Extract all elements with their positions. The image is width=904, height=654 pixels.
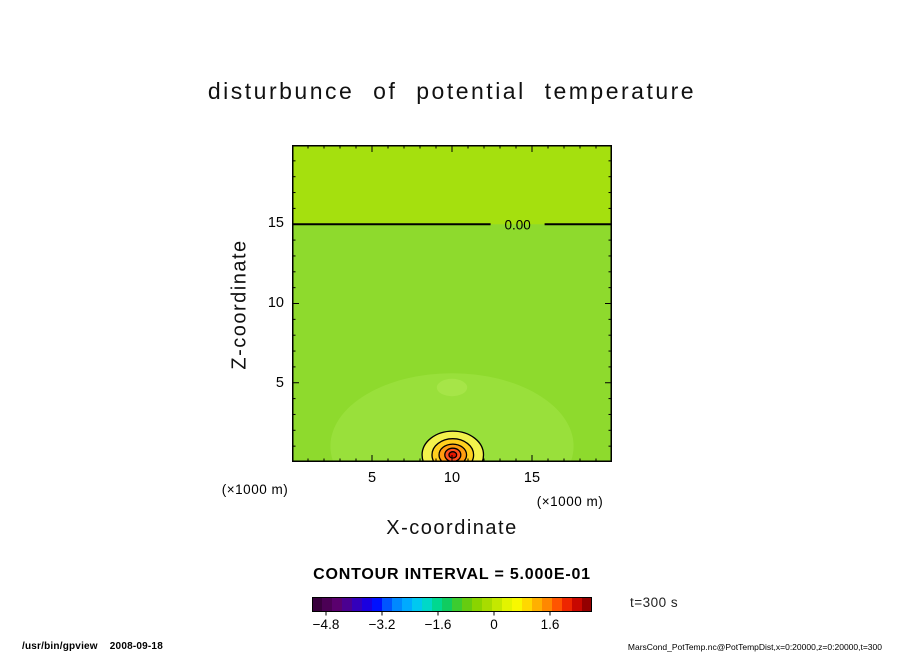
time-label: t=300 s [630, 595, 679, 610]
footer-program-info: /usr/bin/gpview 2008-09-18 [22, 641, 175, 652]
y-tick-10: 10 [267, 295, 284, 311]
svg-text:0.00: 0.00 [504, 217, 530, 232]
x-tick-5: 5 [367, 470, 377, 486]
x-tick-15: 15 [523, 470, 541, 486]
svg-text:0: 0 [490, 617, 498, 632]
svg-text:1.6: 1.6 [541, 617, 560, 632]
svg-text:−1.6: −1.6 [425, 617, 452, 632]
y-axis-title: Z-coordinate [228, 239, 251, 370]
x-axis-unit: (×1000 m) [536, 494, 604, 509]
y-tick-5: 5 [275, 375, 284, 391]
x-tick-10: 10 [443, 470, 461, 486]
svg-text:−3.2: −3.2 [369, 617, 396, 632]
footer-date: 2008-09-18 [109, 641, 163, 652]
footer-program-path: /usr/bin/gpview [22, 641, 98, 652]
colorbar-canvas: −4.8 −3.2 −1.6 0 1.6 [312, 597, 592, 632]
svg-text:−4.8: −4.8 [313, 617, 340, 632]
contour-interval-label: CONTOUR INTERVAL = 5.000E-01 [313, 566, 591, 583]
plot-canvas: 0.00 [292, 145, 612, 462]
y-tick-15: 15 [267, 215, 284, 231]
x-axis-title: X-coordinate [386, 517, 518, 539]
footer-data-source: MarsCond_PotTemp.nc@PotTempDist,x=0:2000… [627, 642, 882, 652]
chart-title: disturbunce of potential temperature [207, 78, 697, 104]
y-axis-unit: (×1000 m) [221, 482, 289, 497]
